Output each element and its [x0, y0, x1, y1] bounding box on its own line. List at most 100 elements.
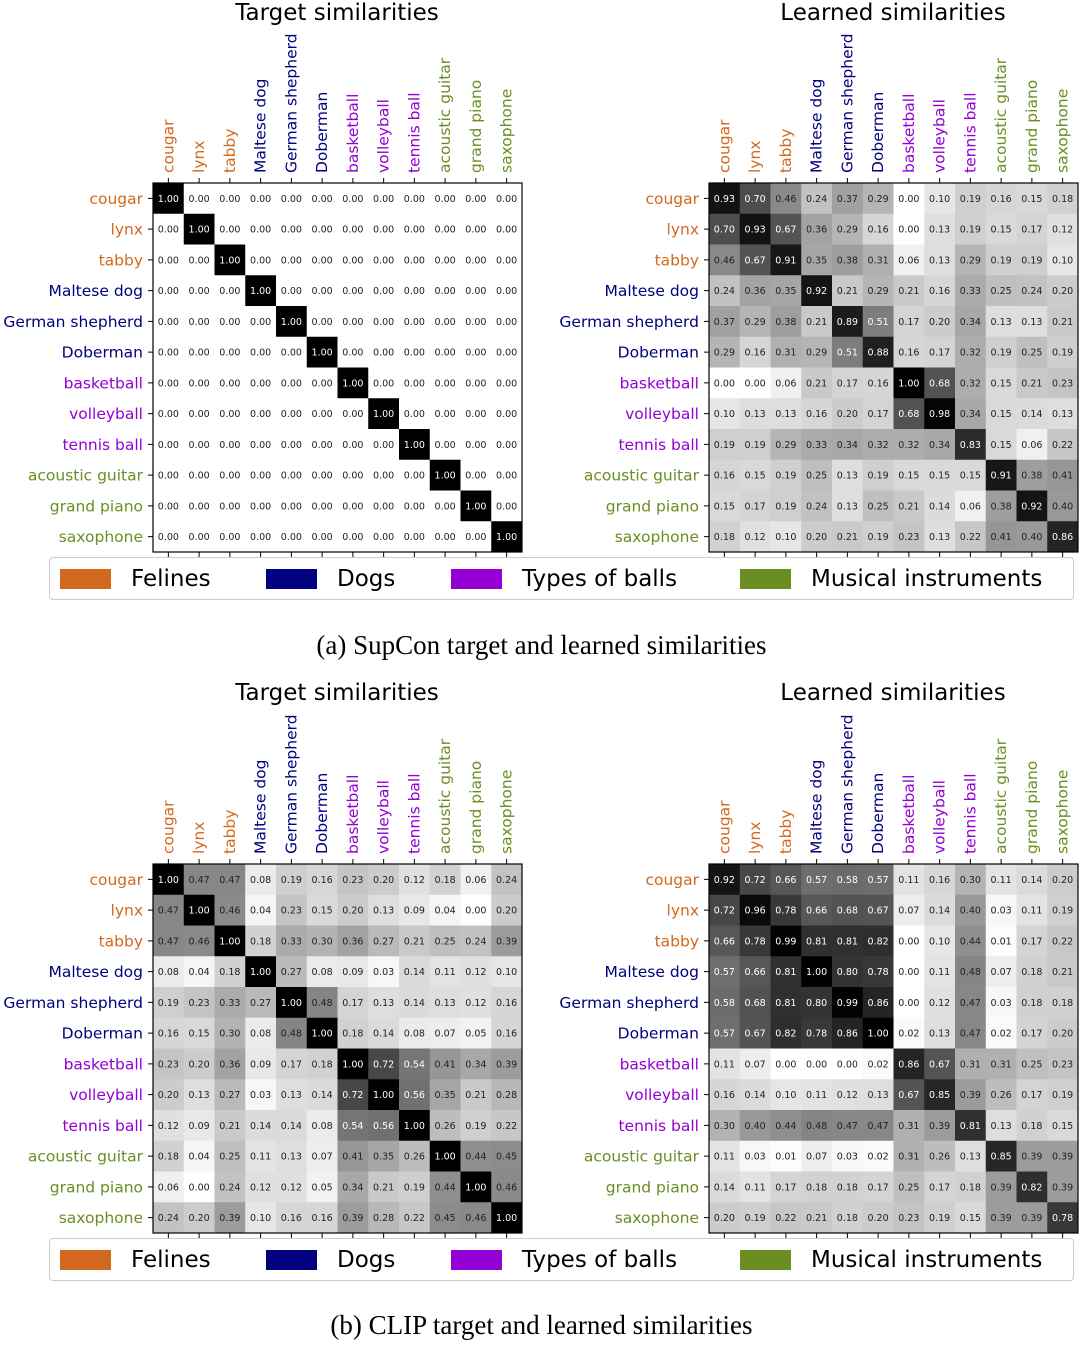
heatmap-cell	[491, 336, 523, 368]
cell-value-label: 0.17	[342, 998, 363, 1009]
cell-value-label: 0.00	[435, 532, 456, 543]
heatmap-cell	[924, 1140, 956, 1172]
cell-value-label: 0.00	[435, 194, 456, 205]
heatmap-cell	[306, 894, 338, 926]
cell-value-label: 0.00	[775, 1059, 796, 1070]
cell-value-label: 0.00	[250, 348, 271, 359]
heatmap-cell	[460, 521, 492, 553]
cell-value-label: 0.30	[714, 1121, 735, 1132]
cell-value-label: 0.19	[745, 440, 766, 451]
heatmap-cell	[801, 275, 833, 307]
heatmap-cell	[801, 1202, 833, 1234]
heatmap-cell	[709, 490, 741, 522]
cell-value-label: 0.07	[435, 1029, 456, 1040]
cell-value-label: 0.20	[929, 317, 950, 328]
heatmap-cell	[460, 1017, 492, 1049]
cell-value-label: 0.00	[465, 409, 486, 420]
heatmap-cell	[306, 925, 338, 957]
cell-value-label: 0.24	[465, 936, 486, 947]
heatmap-cell	[924, 1079, 956, 1111]
heatmap-cell	[337, 429, 369, 461]
heatmap-cell	[739, 275, 771, 307]
heatmap-cell	[306, 275, 338, 307]
cell-value-label: 0.15	[960, 471, 981, 482]
heatmap-cell	[399, 213, 431, 245]
heatmap-cell	[924, 429, 956, 461]
heatmap-cell	[399, 1017, 431, 1049]
cell-value-label: 0.15	[929, 471, 950, 482]
heatmap-cell	[337, 864, 369, 896]
cell-value-label: 0.26	[435, 1121, 456, 1132]
cell-value-label: 0.16	[929, 875, 950, 886]
heatmap-cell	[399, 1110, 431, 1142]
cell-value-label: 0.00	[714, 378, 735, 389]
heatmap-cell	[337, 1048, 369, 1080]
cell-value-label: 0.11	[435, 967, 456, 978]
heatmap-cell	[491, 459, 523, 491]
cell-value-label: 0.13	[775, 409, 796, 420]
heatmap-cell	[153, 490, 185, 522]
y-tick-label: cougar	[89, 190, 143, 208]
heatmap-cell	[893, 925, 925, 957]
cell-value-label: 0.29	[806, 348, 827, 359]
y-tick-label: Doberman	[62, 344, 143, 362]
heatmap-cell	[1016, 864, 1048, 896]
cell-value-label: 0.00	[158, 471, 179, 482]
x-tick-label: basketball	[344, 94, 362, 173]
heatmap-cells: 0.92 0.72 0.66 0.57 0.58 0.57 0.11 0.16 0.30 0.11…	[709, 864, 1079, 1234]
heatmap-cell	[153, 1079, 185, 1111]
cell-value-label: 0.00	[465, 906, 486, 917]
cell-value-label: 0.56	[373, 1121, 394, 1132]
heatmap-cell	[306, 1140, 338, 1172]
cell-value-label: 0.00	[158, 378, 179, 389]
cell-value-label: 0.00	[219, 440, 240, 451]
heatmap-cell	[832, 1048, 864, 1080]
cell-value-label: 0.00	[281, 225, 302, 236]
cell-value-label: 0.58	[837, 875, 858, 886]
cell-value-label: 0.89	[837, 317, 858, 328]
heatmap-cell	[739, 925, 771, 957]
cell-value-label: 0.00	[189, 440, 210, 451]
cell-value-label: 0.15	[312, 906, 333, 917]
heatmap-cell	[770, 490, 802, 522]
legend-item-dogs: Dogs	[266, 1239, 395, 1280]
heatmap-cell	[1047, 925, 1079, 957]
heatmap-cell	[985, 894, 1017, 926]
heatmap-cell	[183, 956, 215, 988]
x-tick-label: saxophone	[1054, 89, 1072, 173]
x-tick-label: acoustic guitar	[436, 738, 454, 854]
heatmap-cell	[955, 398, 987, 430]
legend-label-instruments: Musical instruments	[811, 1246, 1043, 1273]
heatmap-cell	[183, 244, 215, 276]
cell-value-label: 0.18	[714, 532, 735, 543]
heatmap-cell	[1047, 459, 1079, 491]
cell-value-label: 0.19	[1052, 348, 1073, 359]
cell-value-label: 0.00	[281, 532, 302, 543]
heatmap-cell	[801, 336, 833, 368]
heatmap-cell	[801, 398, 833, 430]
cell-value-label: 0.46	[714, 255, 735, 266]
x-tick-label: Doberman	[313, 92, 331, 173]
cell-value-label: 0.17	[775, 1182, 796, 1193]
heatmap-cell	[832, 864, 864, 896]
heatmap-cell	[770, 1110, 802, 1142]
heatmap-cell	[924, 1171, 956, 1203]
cell-value-label: 0.00	[465, 225, 486, 236]
heatmap-cell	[924, 1202, 956, 1234]
heatmap-cell	[276, 864, 308, 896]
heatmap-cell	[924, 213, 956, 245]
heatmap-cell	[276, 306, 308, 338]
x-tick-label: acoustic guitar	[992, 57, 1010, 173]
cell-value-label: 0.16	[496, 1029, 517, 1040]
cell-value-label: 0.80	[806, 998, 827, 1009]
heatmap-cell	[460, 213, 492, 245]
cell-value-label: 0.08	[250, 875, 271, 886]
cell-value-label: 0.35	[435, 1090, 456, 1101]
cell-value-label: 0.00	[158, 409, 179, 420]
cell-value-label: 0.15	[991, 440, 1012, 451]
heatmap-cell	[1047, 1110, 1079, 1142]
heatmap-cell	[214, 213, 246, 245]
heatmap-cell	[1047, 987, 1079, 1019]
cell-value-label: 0.07	[312, 1152, 333, 1163]
heatmap-cell	[153, 925, 185, 957]
